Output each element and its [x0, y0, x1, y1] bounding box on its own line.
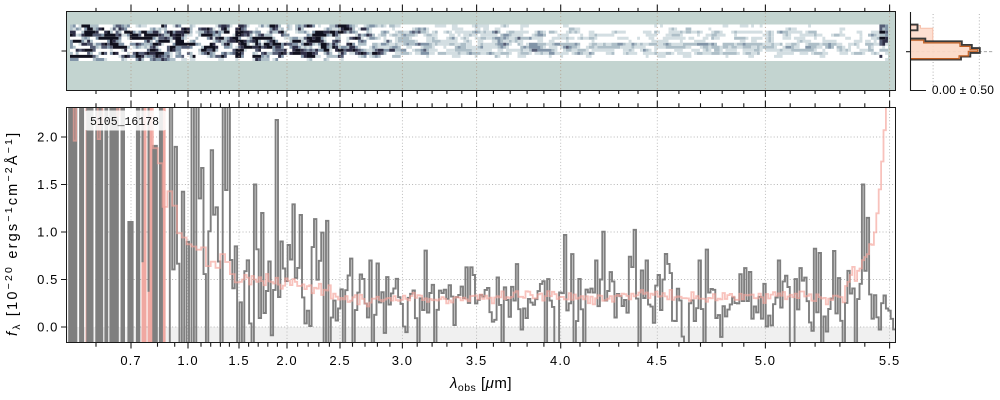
svg-text:3.0: 3.0	[392, 353, 413, 368]
svg-text:5.5: 5.5	[879, 353, 900, 368]
svg-text:0.0: 0.0	[37, 319, 58, 334]
svg-text:1.5: 1.5	[228, 353, 249, 368]
svg-text:2.0: 2.0	[37, 129, 58, 144]
svg-text:4.0: 4.0	[550, 353, 571, 368]
svg-text:λobs [μm]: λobs [μm]	[449, 375, 512, 394]
svg-text:2.0: 2.0	[276, 353, 297, 368]
svg-text:1.5: 1.5	[37, 177, 58, 192]
svg-text:0.5: 0.5	[37, 272, 58, 287]
svg-text:fλ [10−20 ergs−1cm−2Å−1]: fλ [10−20 ergs−1cm−2Å−1]	[3, 131, 23, 336]
svg-text:5105_16178: 5105_16178	[90, 116, 159, 129]
svg-text:1.0: 1.0	[37, 224, 58, 239]
svg-text:5.0: 5.0	[755, 353, 776, 368]
svg-text:4.5: 4.5	[647, 353, 668, 368]
svg-text:2.5: 2.5	[329, 353, 350, 368]
svg-text:0.7: 0.7	[120, 353, 141, 368]
svg-text:1.0: 1.0	[177, 353, 198, 368]
svg-text:3.5: 3.5	[466, 353, 487, 368]
svg-text:0.00 ± 0.50: 0.00 ± 0.50	[932, 83, 994, 97]
